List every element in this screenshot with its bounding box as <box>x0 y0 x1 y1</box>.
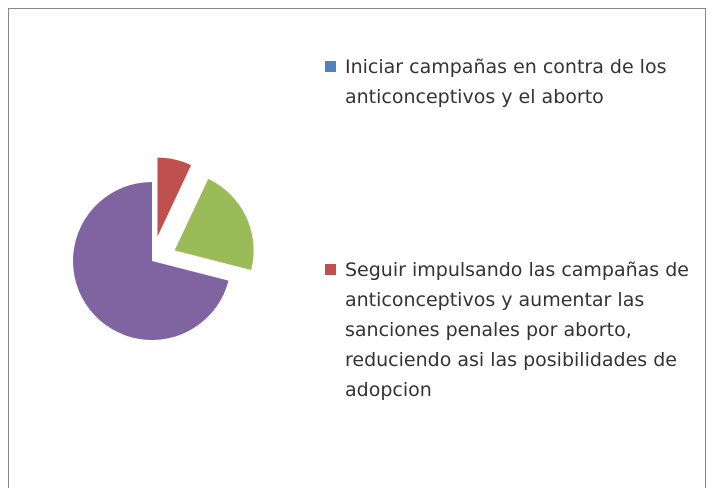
legend-swatch <box>325 264 336 275</box>
pie-slice <box>157 157 192 237</box>
legend-item: Seguir impulsando las campañas de antico… <box>325 255 705 405</box>
legend-label: Seguir impulsando las campañas de antico… <box>345 259 689 401</box>
pie-slice <box>73 182 229 340</box>
pie-slice <box>174 178 254 271</box>
chart-frame <box>8 8 706 488</box>
chart <box>73 157 254 340</box>
legend-item: Iniciar campañas en contra de los antico… <box>325 52 705 112</box>
legend-swatch <box>325 61 336 72</box>
legend-label: Iniciar campañas en contra de los antico… <box>345 56 667 108</box>
